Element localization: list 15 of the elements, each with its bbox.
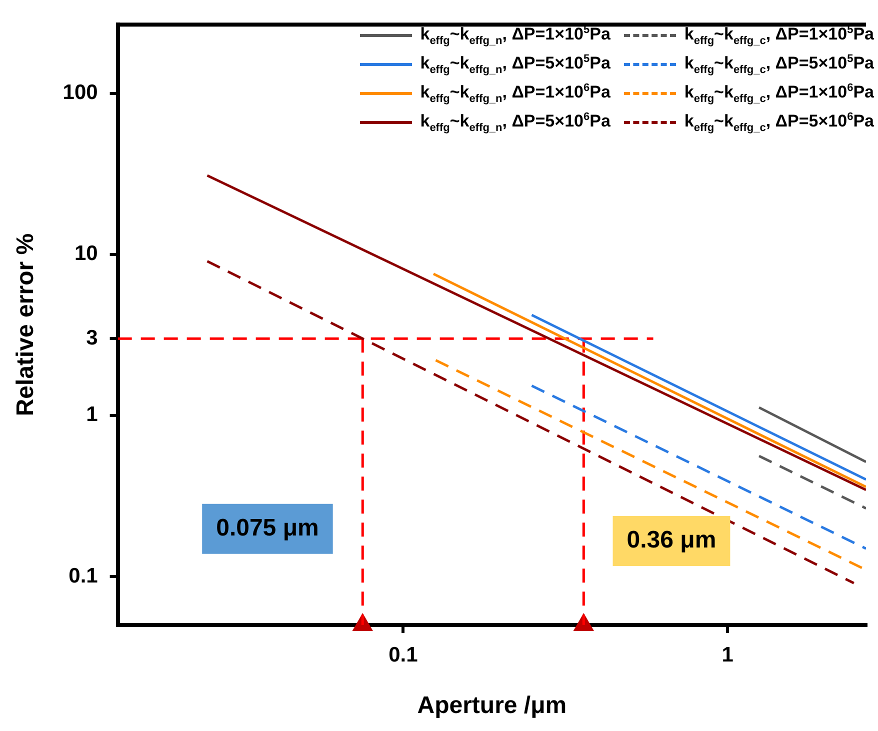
y-axis-title: Relative error % — [12, 233, 40, 416]
legend-label: k$_{effg}$~k$_{effg_n}$, ΔP=1×10$^{6}$Pa — [420, 82, 610, 106]
y-tick-label: 1 — [86, 403, 98, 426]
y-tick-label: 0.1 — [68, 564, 98, 588]
legend-label: k$_{effg}$~k$_{effg_c}$, ΔP=5×10$^{5}$Pa — [684, 52, 874, 76]
legend-label: k$_{effg}$~k$_{effg_n}$, ΔP=5×10$^{5}$Pa — [420, 52, 610, 76]
x-axis-title: Aperture /μm — [417, 692, 567, 720]
annotation: 0.075 μm — [216, 514, 319, 542]
legend-label: k$_{effg}$~k$_{effg_n}$, ΔP=5×10$^{6}$Pa — [420, 110, 610, 134]
legend-label: k$_{effg}$~k$_{effg_c}$, ΔP=1×10$^{6}$Pa — [684, 82, 874, 106]
legend-label: k$_{effg}$~k$_{effg_c}$, ΔP=5×10$^{6}$Pa — [684, 110, 874, 134]
y-tick-label: 100 — [62, 81, 98, 104]
y-tick-label: 10 — [74, 242, 98, 266]
y-tick-label: 3 — [86, 326, 98, 350]
annotation: 0.36 μm — [626, 526, 716, 554]
